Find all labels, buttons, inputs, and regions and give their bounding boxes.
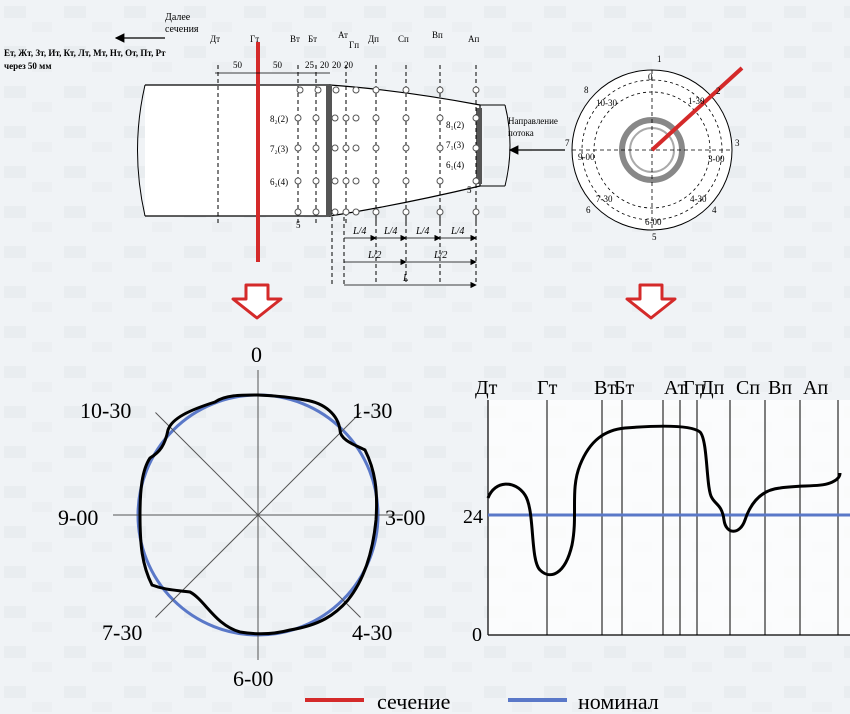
spacing-label-4: 20	[320, 60, 330, 70]
polar-label-6: 7-30	[102, 620, 142, 645]
profile-column-label-9: Вп	[768, 377, 792, 399]
circle-clock-7: 9-00	[578, 152, 595, 162]
polar-label-7: 9-00	[58, 505, 98, 530]
next-sections-text: Далее сечения	[165, 12, 199, 35]
shaft-schematic: Далее сечения Ет, Жт, Зт, Ит, Кт, Лт, Мт…	[4, 12, 565, 289]
profile-column-label-1: Дт	[475, 377, 498, 399]
section-label-9: Вп	[432, 30, 443, 40]
circle-clock-8: 10-30	[596, 98, 617, 108]
circle-number-8: 8	[584, 85, 589, 95]
spacing-label-3: 25	[305, 60, 315, 70]
right-point-1: 8₁(2)	[446, 120, 464, 130]
length-label-6: L/2	[433, 250, 447, 261]
circle-number-2: 2	[716, 86, 721, 96]
circle-number-4: 4	[712, 205, 717, 215]
spacing-label-5: 20	[332, 60, 342, 70]
section-label-3: Вт	[290, 34, 300, 44]
circle-number-6: 6	[586, 205, 591, 215]
legend-nominal-label: номинал	[578, 689, 659, 714]
length-dimensions: L/4 L/4 L/4 L/4 L/2 L/2 L	[344, 226, 477, 289]
circle-clock-6: 7-30	[596, 194, 613, 204]
length-label-5: L/2	[367, 250, 381, 261]
length-label-2: L/4	[383, 226, 397, 237]
section-label-4: Бт	[308, 34, 317, 44]
cross-section-circle: 1 2 3 4 5 6 7 8 0 1-30 3-00 4-30 6-00 7-30 9-00 10-30	[565, 54, 744, 242]
circle-number-7: 7	[565, 138, 570, 148]
profile-column-label-8: Сп	[736, 377, 760, 399]
profile-column-label-10: Ап	[803, 377, 828, 399]
profile-column-label-2: Гт	[537, 377, 558, 399]
profile-column-label-4: Бт	[614, 377, 634, 399]
section-label-2: Гт	[250, 34, 259, 44]
polar-spoke-6	[155, 514, 259, 618]
left-point-1: 8₂(2)	[270, 114, 288, 124]
circle-clock-2: 1-30	[688, 96, 705, 106]
left-point-2: 7₂(3)	[270, 144, 288, 154]
sections-step: через 50 мм	[4, 61, 51, 71]
sections-list: Ет, Жт, Зт, Ит, Кт, Лт, Мт, Нт, От, Пт, …	[4, 48, 166, 58]
spacing-labels: 50 50 25 20 20 20	[233, 60, 354, 70]
polar-label-8: 10-30	[80, 398, 131, 423]
polar-label-3: 3-00	[385, 505, 425, 530]
length-label-1: L/4	[352, 226, 366, 237]
profile-column-label-6: Гп	[683, 377, 706, 399]
spacing-label-2: 50	[273, 60, 283, 70]
red-radius-line	[650, 66, 744, 152]
section-label-1: Дт	[210, 34, 220, 44]
section-label-5: Ат	[338, 30, 348, 40]
spacing-label-6: 20	[344, 60, 354, 70]
left-point-4: 5	[296, 220, 301, 230]
profile-y-tick-0: 0	[472, 624, 482, 646]
circle-clock-5: 6-00	[645, 217, 662, 227]
polar-label-2: 1-30	[352, 398, 392, 423]
circle-number-3: 3	[735, 138, 740, 148]
length-label-4: L/4	[450, 226, 464, 237]
legend-section-label: сечение	[377, 689, 450, 714]
circle-clock-1: 0	[648, 72, 653, 82]
profile-column-label-7: Дп	[700, 377, 725, 399]
polar-spoke-2	[257, 412, 361, 516]
length-label-3: L/4	[415, 226, 429, 237]
polar-label-5: 6-00	[233, 666, 273, 691]
length-label-7: L	[402, 273, 409, 284]
right-point-2: 7₁(3)	[446, 140, 464, 150]
polar-spoke-4	[257, 514, 361, 618]
section-label-7: Дп	[368, 34, 379, 44]
section-label-6: Гп	[349, 40, 359, 50]
profile-column-label-3: Вт	[594, 377, 616, 399]
profile-column-label-5: Ат	[664, 377, 686, 399]
profile-y-tick-24: 24	[463, 506, 483, 528]
down-arrow-right	[625, 283, 677, 320]
section-curve	[486, 424, 842, 577]
right-point-3: 6₁(4)	[446, 160, 464, 170]
down-arrow-left	[231, 283, 283, 320]
polar-spoke-8	[155, 412, 259, 516]
left-point-3: 6₂(4)	[270, 177, 288, 187]
circle-clock-3: 3-00	[708, 154, 725, 164]
points-right: 8₁(2) 7₁(3) 6₁(4) 5	[446, 120, 472, 195]
section-label-10: Ап	[468, 34, 479, 44]
points-left: 8₂(2) 7₂(3) 6₂(4) 5	[270, 114, 301, 230]
polar-label-4: 4-30	[352, 620, 392, 645]
section-label-8: Сп	[398, 34, 409, 44]
spacing-label-1: 50	[233, 60, 243, 70]
right-point-4: 5	[467, 185, 472, 195]
circle-number-5: 5	[652, 232, 657, 242]
circle-clock-4: 4-30	[690, 194, 707, 204]
circle-number-1: 1	[657, 54, 662, 64]
flow-direction-text: Направление потока	[508, 116, 560, 138]
legend: сечение номинал	[305, 689, 659, 714]
section-profile	[138, 393, 379, 636]
polar-label-1: 0	[251, 342, 262, 367]
polar-plot: 0 1-30 3-00 4-30 6-00 7-30 9-00 10-30	[58, 342, 425, 691]
